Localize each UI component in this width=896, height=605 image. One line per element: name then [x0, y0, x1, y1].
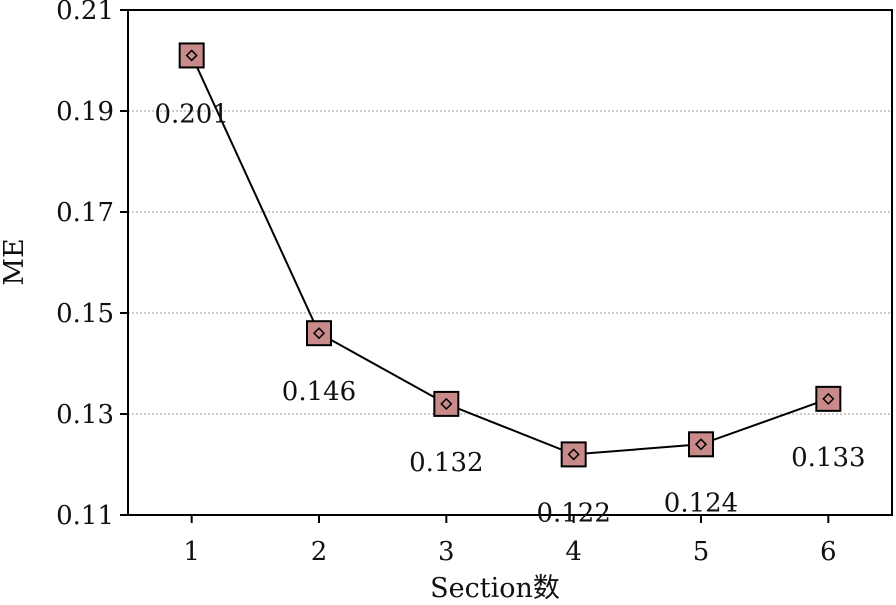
x-tick-label: 5 — [693, 537, 710, 567]
diamond-marker — [567, 448, 580, 461]
y-tick-label: 0.11 — [56, 501, 114, 531]
series-line — [190, 55, 829, 456]
data-label: 0.133 — [791, 443, 865, 473]
data-point — [306, 320, 332, 347]
data-point — [560, 441, 587, 468]
data-point — [688, 431, 714, 458]
x-tick-label: 6 — [820, 537, 837, 567]
x-axis-title: Section数 — [430, 573, 560, 604]
x-tick-label: 4 — [565, 537, 582, 567]
grid-lines — [128, 110, 892, 415]
data-label: 0.124 — [664, 488, 738, 518]
data-label: 0.122 — [536, 498, 610, 528]
data-point — [178, 42, 205, 69]
data-label: 0.132 — [409, 448, 483, 478]
plot-area-frame — [127, 9, 893, 516]
y-tick-label: 0.17 — [56, 198, 114, 228]
diamond-marker — [822, 392, 835, 405]
diamond-marker — [185, 49, 198, 62]
square-marker — [178, 42, 205, 69]
diamond-marker — [312, 327, 326, 340]
series-layer — [178, 42, 842, 468]
data-point — [815, 385, 842, 412]
y-axis-ticks: 0.11 0.13 0.15 0.17 0.19 0.21 — [56, 0, 128, 531]
data-labels: 0.201 0.146 0.132 0.122 0.124 0.133 — [154, 99, 865, 528]
y-tick-label: 0.19 — [56, 97, 114, 127]
y-tick-label: 0.15 — [56, 299, 114, 329]
x-tick-label: 1 — [183, 537, 200, 567]
data-label: 0.201 — [154, 99, 228, 129]
data-label: 0.146 — [282, 377, 356, 407]
diamond-marker — [440, 397, 453, 410]
y-tick-label: 0.13 — [56, 400, 114, 430]
data-point — [433, 390, 460, 417]
diamond-marker — [694, 438, 708, 451]
x-tick-label: 2 — [311, 537, 328, 567]
x-axis-ticks: 1 2 3 4 5 6 — [183, 515, 837, 567]
y-axis-title: ME — [0, 238, 30, 285]
x-tick-label: 3 — [438, 537, 455, 567]
y-tick-label: 0.21 — [56, 0, 114, 26]
